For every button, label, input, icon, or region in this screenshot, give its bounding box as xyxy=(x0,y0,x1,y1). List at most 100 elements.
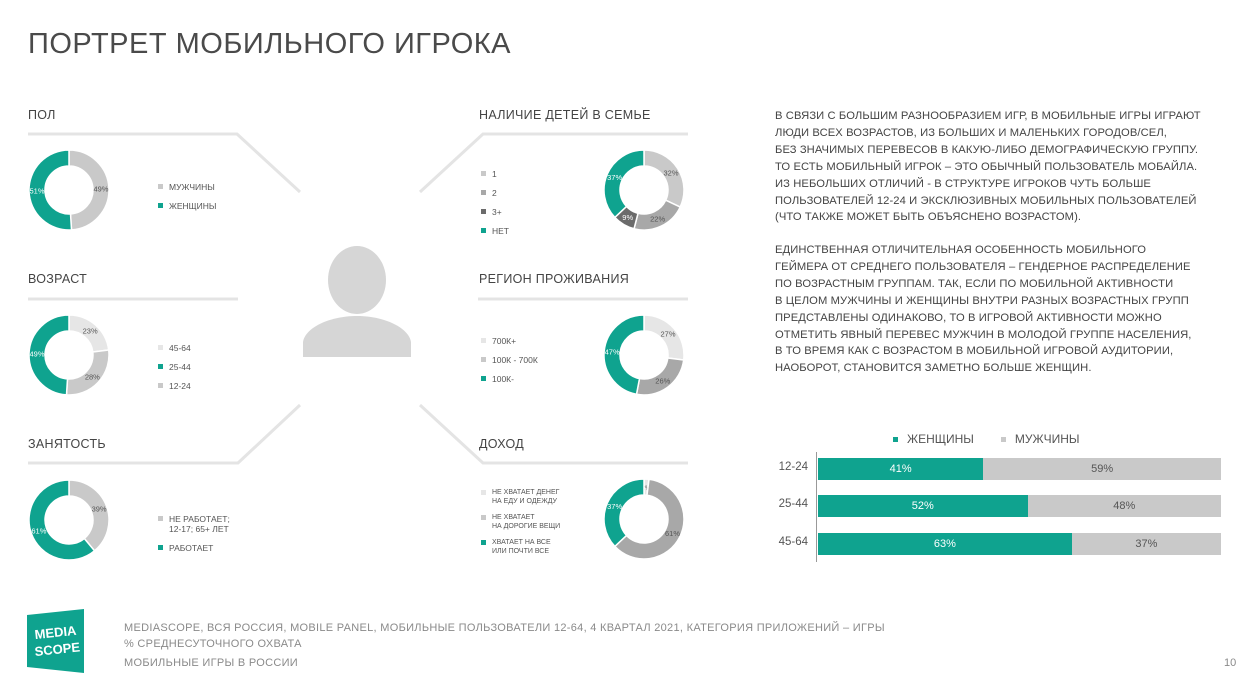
legend-item: 100К - 700К xyxy=(481,355,538,365)
legend-label-women: ЖЕНЩИНЫ xyxy=(907,432,974,446)
bar-row: 45-64 63% 37% xyxy=(770,533,1230,555)
legend-item: 12-24 xyxy=(158,381,191,391)
legend-item: НЕ ХВАТАЕТ ДЕНЕГ НА ЕДУ И ОДЕЖДУ xyxy=(481,488,560,506)
paragraph-line: ЕДИНСТВЕННАЯ ОТЛИЧИТЕЛЬНАЯ ОСОБЕННОСТЬ М… xyxy=(775,244,1147,256)
donut-slice-label: 37% xyxy=(607,173,622,182)
section-title-employment: ЗАНЯТОСТЬ xyxy=(28,437,106,451)
legend-item: 25-44 xyxy=(158,362,191,372)
donut-slice xyxy=(68,149,110,231)
legend-item: 3+ xyxy=(481,207,509,217)
legend-swatch xyxy=(158,545,163,550)
legend-swatch xyxy=(481,357,486,362)
legend-children: 1 2 3+ НЕТ xyxy=(481,169,509,245)
legend-item: НЕ РАБОТАЕТ; 12-17; 65+ ЛЕТ xyxy=(158,514,230,534)
bar-segment-men: 48% xyxy=(1027,495,1221,517)
donut-slice-label: 23% xyxy=(83,326,98,335)
bar-category-label: 45-64 xyxy=(778,536,808,548)
legend-swatch xyxy=(481,209,486,214)
bar-segment-women: 41% xyxy=(818,458,984,480)
legend-label: 12-24 xyxy=(169,381,191,391)
paragraph-line: ОТМЕТИТЬ ЯВНЫЙ ПЕРЕВЕС МУЖЧИН В МОЛОДОЙ … xyxy=(775,328,1192,341)
bar-category-label: 25-44 xyxy=(778,498,808,510)
page-title: ПОРТРЕТ МОБИЛЬНОГО ИГРОКА xyxy=(28,28,511,60)
donut-slice xyxy=(603,149,645,219)
legend-item-women: ЖЕНЩИНЫ xyxy=(893,432,974,446)
paragraph-line: В ЦЕЛОМ МУЖЧИНЫ И ЖЕНЩИНЫ ВНУТРИ РАЗНЫХ … xyxy=(775,294,1189,307)
bar-segment-women: 52% xyxy=(818,495,1028,517)
paragraph-line: ГЕЙМЕРА ОТ СРЕДНЕГО ПОЛЬЗОВАТЕЛЯ – ГЕНДЕ… xyxy=(775,260,1191,273)
legend-swatch-men xyxy=(1000,436,1006,442)
paragraph-line: ПОЛЬЗОВАТЕЛЕЙ 12-24 И ЭКСКЛЮЗИВНЫХ МОБИЛ… xyxy=(775,194,1197,207)
donut-slice-label: 32% xyxy=(664,168,679,177)
legend-swatch xyxy=(158,383,163,388)
paragraph-line: В СВЯЗИ С БОЛЬШИМ РАЗНООБРАЗИЕМ ИГР, В М… xyxy=(775,110,1201,122)
legend-label: 100К - 700К xyxy=(492,355,538,365)
legend-label: ЖЕНЩИНЫ xyxy=(169,201,217,211)
donut-chart-age: 23% 28% 49% xyxy=(28,314,110,396)
paragraph-line: ПРЕДСТАВЛЕНЫ ОДИНАКОВО, ТО В ИГРОВОЙ АКТ… xyxy=(775,311,1162,324)
bar-track: 52% 48% xyxy=(818,495,1221,517)
section-title-region: РЕГИОН ПРОЖИВАНИЯ xyxy=(479,272,630,286)
legend-label: 25-44 xyxy=(169,362,191,372)
legend-swatch xyxy=(481,228,486,233)
section-title-children: НАЛИЧИЕ ДЕТЕЙ В СЕМЬЕ xyxy=(479,108,651,122)
donut-slice-label: 49% xyxy=(30,349,45,358)
legend-swatch-women xyxy=(893,436,898,442)
donut-slice-label: 2% xyxy=(642,486,650,492)
legend-item: НЕТ xyxy=(481,226,509,236)
legend-label: НЕ ХВАТАЕТ НА ДОРОГИЕ ВЕЩИ xyxy=(492,514,561,530)
footer-report-name: МОБИЛЬНЫЕ ИГРЫ В РОССИИ xyxy=(124,657,298,669)
donut-slice-label: 61% xyxy=(31,526,46,535)
legend-swatch xyxy=(481,190,486,195)
legend-label: 1 xyxy=(492,169,497,179)
bar-track: 63% 37% xyxy=(818,533,1221,555)
legend-label: РАБОТАЕТ xyxy=(169,543,214,553)
legend-item: РАБОТАЕТ xyxy=(158,543,230,553)
paragraph-line: В ТО ВРЕМЯ КАК С ВОЗРАСТОМ В МОБИЛЬНОЙ И… xyxy=(775,345,1174,358)
legend-swatch xyxy=(481,490,486,495)
legend-swatch xyxy=(158,364,163,369)
legend-label-men: МУЖЧИНЫ xyxy=(1014,432,1080,446)
legend-label: 3+ xyxy=(492,207,502,217)
mediascope-logo: MEDIA SCOPE xyxy=(27,609,84,673)
bar-chart-legend: ЖЕНЩИНЫ МУЖЧИНЫ xyxy=(893,432,1107,446)
donut-slice xyxy=(68,479,110,552)
legend-item: 45-64 xyxy=(158,343,191,353)
bar-category-label: 12-24 xyxy=(778,461,808,473)
page-number: 10 xyxy=(1224,657,1237,669)
legend-swatch xyxy=(481,338,486,343)
legend-item: НЕ ХВАТАЕТ НА ДОРОГИЕ ВЕЩИ xyxy=(481,513,560,531)
donut-slice xyxy=(643,149,685,209)
legend-item: 1 xyxy=(481,169,509,179)
legend-item: 100К- xyxy=(481,374,538,384)
donut-slice xyxy=(28,149,73,231)
donut-slice-label: 9% xyxy=(622,213,633,222)
section-title-age: ВОЗРАСТ xyxy=(28,272,88,286)
bar-segment-men: 59% xyxy=(983,458,1221,480)
logo-text-media: MEDIA xyxy=(34,623,78,642)
donut-slice xyxy=(603,478,645,548)
donut-slice-label: 47% xyxy=(605,347,620,356)
donut-chart-employment: 39% 61% xyxy=(28,479,110,561)
paragraph-line: ИЗ НЕБОЛЬШИХ ОТЛИЧИЙ - В СТРУКТУРЕ ИГРОК… xyxy=(775,177,1151,190)
legend-employment: НЕ РАБОТАЕТ; 12-17; 65+ ЛЕТ РАБОТАЕТ xyxy=(158,514,230,562)
bar-segment-men: 37% xyxy=(1071,533,1221,555)
donut-slice xyxy=(28,314,70,396)
legend-label: 100К- xyxy=(492,374,514,384)
legend-swatch xyxy=(158,345,163,350)
bar-track: 41% 59% xyxy=(818,458,1221,480)
legend-swatch xyxy=(481,376,486,381)
legend-swatch xyxy=(158,516,163,521)
paragraph-line: ТО ЕСТЬ МОБИЛЬНЫЙ ИГРОК – ЭТО ОБЫЧНЫЙ ПО… xyxy=(775,160,1198,173)
paragraph-intro: В СВЯЗИ С БОЛЬШИМ РАЗНООБРАЗИЕМ ИГР, В М… xyxy=(775,108,1201,226)
bar-chart-axis xyxy=(816,452,817,562)
logo-text-scope: SCOPE xyxy=(34,639,81,659)
donut-slice xyxy=(603,314,645,396)
paragraph-line: БЕЗ ЗНАЧИМЫХ ПЕРЕВЕСОВ В КАКУЮ-ЛИБО ДЕМО… xyxy=(775,143,1199,156)
legend-label: НЕ ХВАТАЕТ ДЕНЕГ НА ЕДУ И ОДЕЖДУ xyxy=(492,489,560,505)
legend-label: НЕ РАБОТАЕТ; 12-17; 65+ ЛЕТ xyxy=(169,514,230,534)
legend-gender: МУЖЧИНЫ ЖЕНЩИНЫ xyxy=(158,182,216,220)
donut-slice-label: 61% xyxy=(665,529,680,538)
legend-label: 45-64 xyxy=(169,343,191,353)
